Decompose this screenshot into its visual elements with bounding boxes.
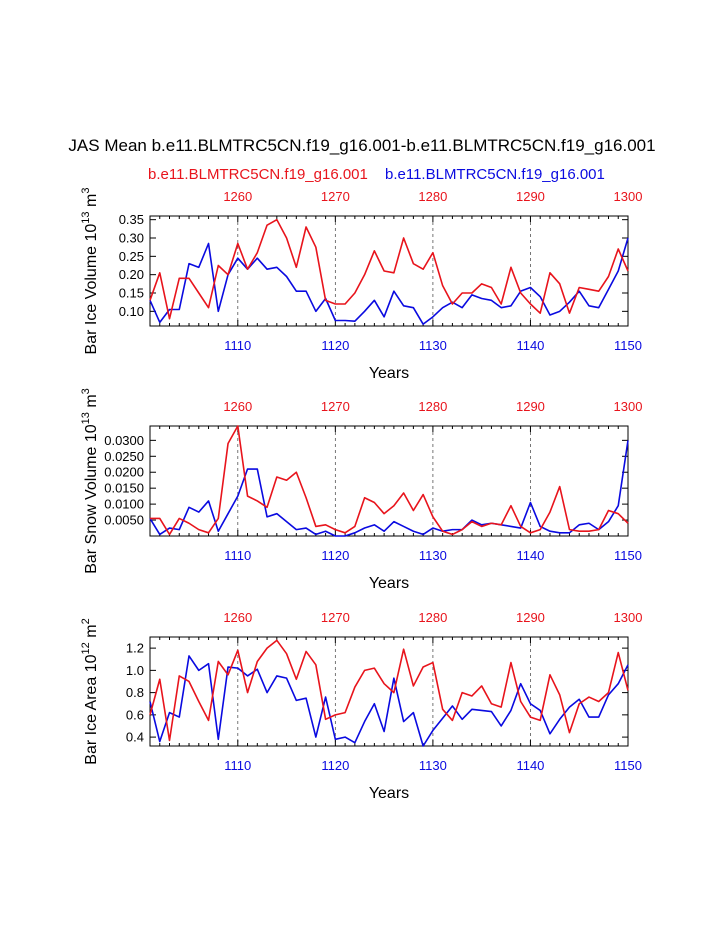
x-tick-label-bottom: 1150 xyxy=(614,338,642,353)
x-tick-label-top: 1260 xyxy=(223,189,252,204)
x-tick-label-top: 1260 xyxy=(223,399,252,414)
x-tick-label-bottom: 1150 xyxy=(614,758,642,773)
x-tick-label-bottom: 1150 xyxy=(614,548,642,563)
x-axis-label: Years xyxy=(369,575,409,592)
x-tick-label-top: 1290 xyxy=(516,189,545,204)
y-axis-label: Bar Ice Area 1012 m2 xyxy=(80,618,100,764)
y-tick-label: 0.0050 xyxy=(104,513,144,528)
y-axis-label: Bar Ice Volume 1013 m3 xyxy=(80,188,100,355)
y-tick-label: 0.15 xyxy=(119,286,144,301)
x-tick-label-top: 1280 xyxy=(418,610,447,625)
y-tick-label: 1.2 xyxy=(126,641,144,656)
x-tick-label-bottom: 1120 xyxy=(321,338,349,353)
y-tick-label: 0.0150 xyxy=(104,481,144,496)
y-tick-label: 0.8 xyxy=(126,685,144,700)
x-tick-label-bottom: 1140 xyxy=(516,338,544,353)
legend-entry-red: b.e11.BLMTRC5CN.f19_g16.001 xyxy=(148,166,368,183)
y-tick-label: 0.30 xyxy=(119,231,144,246)
y-tick-label: 1.0 xyxy=(126,663,144,678)
plot-frame xyxy=(149,636,629,747)
x-tick-label-bottom: 1120 xyxy=(321,758,349,773)
y-tick-label: 0.20 xyxy=(119,267,144,282)
x-axis-label: Years xyxy=(369,785,409,802)
y-axis-label: Bar Snow Volume 1013 m3 xyxy=(80,388,100,574)
y-tick-label: 0.0250 xyxy=(104,449,144,464)
x-tick-label-top: 1290 xyxy=(516,399,545,414)
x-tick-label-bottom: 1140 xyxy=(516,548,544,563)
x-tick-label-top: 1300 xyxy=(614,399,643,414)
plot-frame xyxy=(149,215,629,327)
x-tick-label-top: 1280 xyxy=(418,189,447,204)
x-tick-label-top: 1280 xyxy=(418,399,447,414)
x-axis-label: Years xyxy=(369,365,409,382)
y-tick-label: 0.0100 xyxy=(104,497,144,512)
page-title: JAS Mean b.e11.BLMTRC5CN.f19_g16.001-b.e… xyxy=(68,136,655,155)
x-tick-label-bottom: 1120 xyxy=(321,548,349,563)
x-tick-label-bottom: 1130 xyxy=(419,758,447,773)
y-tick-label: 0.6 xyxy=(126,707,144,722)
x-tick-label-top: 1290 xyxy=(516,610,545,625)
x-tick-label-top: 1270 xyxy=(321,189,350,204)
y-tick-label: 0.0300 xyxy=(104,433,144,448)
x-tick-label-bottom: 1110 xyxy=(224,758,251,773)
series-line-red xyxy=(149,218,629,320)
y-tick-label: 0.35 xyxy=(119,212,144,227)
x-tick-label-bottom: 1130 xyxy=(419,338,447,353)
x-tick-label-top: 1300 xyxy=(614,610,643,625)
y-tick-label: 0.0200 xyxy=(104,465,144,480)
y-tick-label: 0.25 xyxy=(119,249,144,264)
x-tick-label-top: 1270 xyxy=(321,399,350,414)
series-line-blue xyxy=(149,655,629,747)
y-tick-label: 0.10 xyxy=(119,304,144,319)
x-tick-label-bottom: 1130 xyxy=(419,548,447,563)
series-line-red xyxy=(150,425,629,536)
y-tick-label: 0.4 xyxy=(126,730,144,745)
x-tick-label-bottom: 1140 xyxy=(516,758,544,773)
x-tick-label-top: 1270 xyxy=(321,610,350,625)
series-line-blue xyxy=(149,440,629,537)
panel-1: 1110 1120 1130 1140 1150 1260 1270 1280 1290 1300… xyxy=(80,188,642,382)
x-tick-label-top: 1300 xyxy=(614,189,643,204)
x-tick-label-bottom: 1110 xyxy=(224,548,251,563)
panel-3: 1110 1120 1130 1140 1150 1260 1270 1280 1290 1300… xyxy=(80,610,642,802)
x-tick-label-bottom: 1110 xyxy=(224,338,251,353)
series-line-red xyxy=(149,639,629,742)
legend-entry-blue: b.e11.BLMTRC5CN.f19_g16.001 xyxy=(385,166,605,183)
plot-frame xyxy=(149,425,629,537)
x-tick-label-top: 1260 xyxy=(223,610,252,625)
panel-2: 1110 1120 1130 1140 1150 1260 1270 1280 1290 1300… xyxy=(80,388,642,592)
